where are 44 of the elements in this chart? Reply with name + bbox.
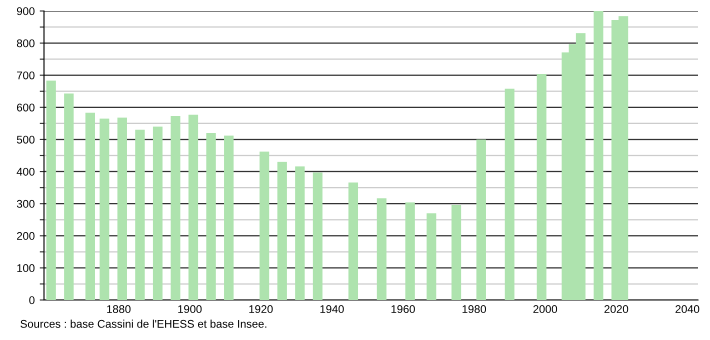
- x-tick-label: 1940: [320, 305, 344, 314]
- y-tick-label: 400: [16, 168, 35, 176]
- y-tick-label: 500: [16, 136, 35, 144]
- bar: [476, 139, 486, 300]
- y-tick-label: 300: [16, 200, 35, 208]
- source-note: Sources : base Cassini de l'EHESS et base Insee.: [20, 320, 266, 328]
- bar: [426, 213, 436, 300]
- bar: [100, 118, 110, 300]
- bar: [224, 136, 234, 300]
- y-tick-label: 200: [16, 232, 35, 240]
- y-tick-label: 800: [16, 39, 35, 48]
- bar: [188, 114, 198, 300]
- bar: [85, 112, 96, 300]
- bar: [405, 202, 415, 300]
- bar: [206, 133, 216, 300]
- bar: [295, 166, 305, 300]
- x-tick-label: 1980: [462, 305, 486, 314]
- x-tick-label: 1960: [391, 305, 415, 314]
- bar: [135, 130, 145, 300]
- x-tick-label: 1920: [249, 305, 273, 314]
- x-tick-label: 2000: [533, 305, 558, 314]
- bar: [504, 88, 514, 300]
- x-tick-label: 2040: [676, 305, 700, 314]
- bar: [260, 152, 270, 300]
- bar: [277, 162, 287, 300]
- bar: [594, 11, 604, 300]
- y-tick-label: 100: [17, 264, 35, 272]
- bar: [152, 126, 163, 300]
- y-tick-label: 0: [29, 296, 35, 304]
- bar: [46, 80, 56, 300]
- bar: [117, 118, 127, 300]
- bar: [170, 116, 180, 300]
- bar: [536, 74, 546, 300]
- y-tick-label: 900: [16, 7, 35, 16]
- x-tick-label: 1880: [107, 305, 131, 314]
- bar: [376, 198, 386, 300]
- y-tick-label: 700: [17, 71, 35, 80]
- x-tick-label: 2020: [604, 305, 628, 314]
- y-tick-label: 600: [17, 104, 35, 112]
- x-tick-label: 1900: [178, 305, 202, 314]
- bar: [312, 172, 322, 300]
- bar: [452, 204, 462, 300]
- bar: [64, 94, 74, 300]
- bar: [348, 182, 358, 300]
